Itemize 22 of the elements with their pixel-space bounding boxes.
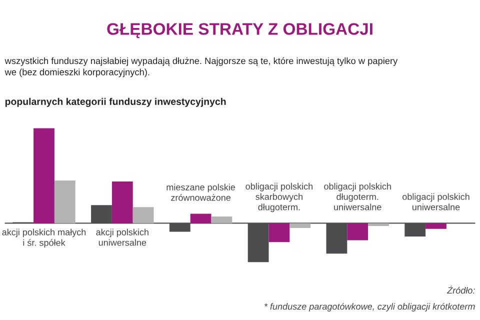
bar bbox=[368, 223, 389, 226]
text: * fundusze paragotówkowe, czyli obligacji krótkoterm bbox=[264, 302, 475, 312]
bar bbox=[211, 216, 232, 224]
x-tick-label: obligacji polskich długoterm. uniwersalne bbox=[324, 182, 391, 210]
bar bbox=[268, 223, 290, 242]
chart-subtitle: popularnych kategorii funduszy inwestycyjnych bbox=[5, 98, 226, 107]
x-tick-label: obligacji polskich skarbowych długoterm. bbox=[246, 182, 312, 212]
bar bbox=[34, 128, 54, 224]
text: Źródło: bbox=[446, 286, 475, 294]
x-tick-label: akcji polskich uniwersalne bbox=[96, 228, 148, 246]
bar bbox=[347, 223, 368, 240]
bar bbox=[132, 207, 154, 224]
chart-title: GŁĘBOKIE STRATY Z OBLIGACJI bbox=[107, 23, 372, 38]
bar bbox=[426, 223, 446, 229]
bar bbox=[112, 181, 133, 224]
text: wszystkich funduszy najsłabiej wypadają dłużne. Najgorsze są te, które inwestują tylko w papiery we (bez domieszki korporacyjnych). bbox=[4, 57, 398, 78]
bar bbox=[190, 214, 212, 224]
x-tick-label: obligacji polskich uniwersalne bbox=[402, 193, 470, 210]
bar bbox=[290, 223, 311, 228]
x-tick-label: akcji polskich małych i śr. spółek bbox=[2, 228, 86, 248]
bar bbox=[54, 180, 76, 224]
x-tick-label: mieszane polskie zrównoważone bbox=[166, 184, 236, 201]
